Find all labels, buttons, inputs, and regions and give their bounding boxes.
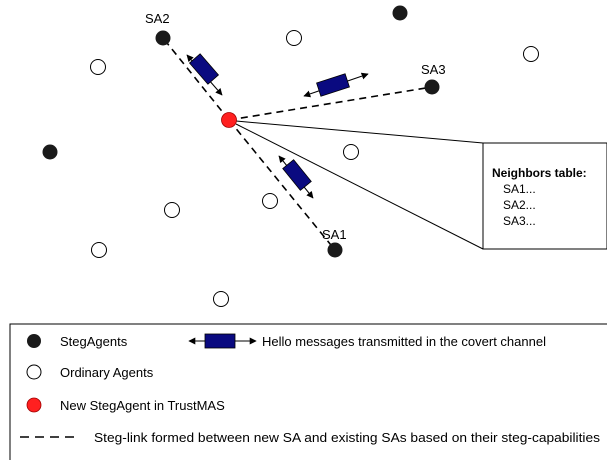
- steg-agent: [392, 5, 408, 21]
- neighbors-table-row: SA2...: [503, 198, 536, 212]
- ordinary-agent: [91, 242, 107, 258]
- ordinary-agent: [90, 59, 106, 75]
- ordinary-agent: [286, 30, 302, 46]
- callout-line-bottom: [235, 123, 484, 250]
- agent-label-sa2: SA2: [145, 11, 170, 26]
- ordinary-agent: [164, 202, 180, 218]
- steg-agent-sa2: [155, 30, 171, 46]
- hello-message-sa2: [186, 53, 223, 96]
- legend-steg-agents-label: StegAgents: [60, 334, 128, 349]
- steg-link-sa3: [228, 86, 433, 121]
- steg-agent: [42, 144, 58, 160]
- steg-link-sa1: [228, 119, 336, 251]
- hello-message-sa1: [278, 155, 314, 199]
- steg-agent-sa3: [424, 79, 440, 95]
- neighbors-table-title: Neighbors table:: [492, 166, 587, 180]
- neighbors-table-row: SA1...: [503, 182, 536, 196]
- steg-link-sa2: [162, 37, 230, 121]
- new-steg-agent: [221, 112, 237, 128]
- agent-label-sa3: SA3: [421, 62, 446, 77]
- hello-message-sa3: [303, 72, 369, 98]
- ordinary-agent: [523, 46, 539, 62]
- ordinary-agent: [213, 291, 229, 307]
- callout-line-top: [235, 120, 484, 144]
- neighbors-table-row: SA3...: [503, 214, 536, 228]
- legend-new-steg-agent-label: New StegAgent in TrustMAS: [60, 398, 225, 413]
- ordinary-agent: [262, 193, 278, 209]
- legend-new-steg-agent-icon: [26, 397, 42, 413]
- legend-box: [9, 323, 607, 460]
- agent-label-sa1: SA1: [322, 227, 347, 242]
- legend-ordinary-agents-label: Ordinary Agents: [60, 365, 154, 380]
- neighbors-table-box: [482, 142, 607, 250]
- legend-steg-agent-icon: [27, 334, 41, 348]
- ordinary-agent: [343, 144, 359, 160]
- steg-agent-sa1: [327, 242, 343, 258]
- legend-ordinary-agent-icon: [26, 364, 42, 380]
- legend-hello-message-icon: [188, 333, 257, 349]
- legend-steg-link-label: Steg-link formed between new SA and exis…: [94, 430, 601, 445]
- legend-hello-messages-label: Hello messages transmitted in the covert…: [262, 334, 546, 349]
